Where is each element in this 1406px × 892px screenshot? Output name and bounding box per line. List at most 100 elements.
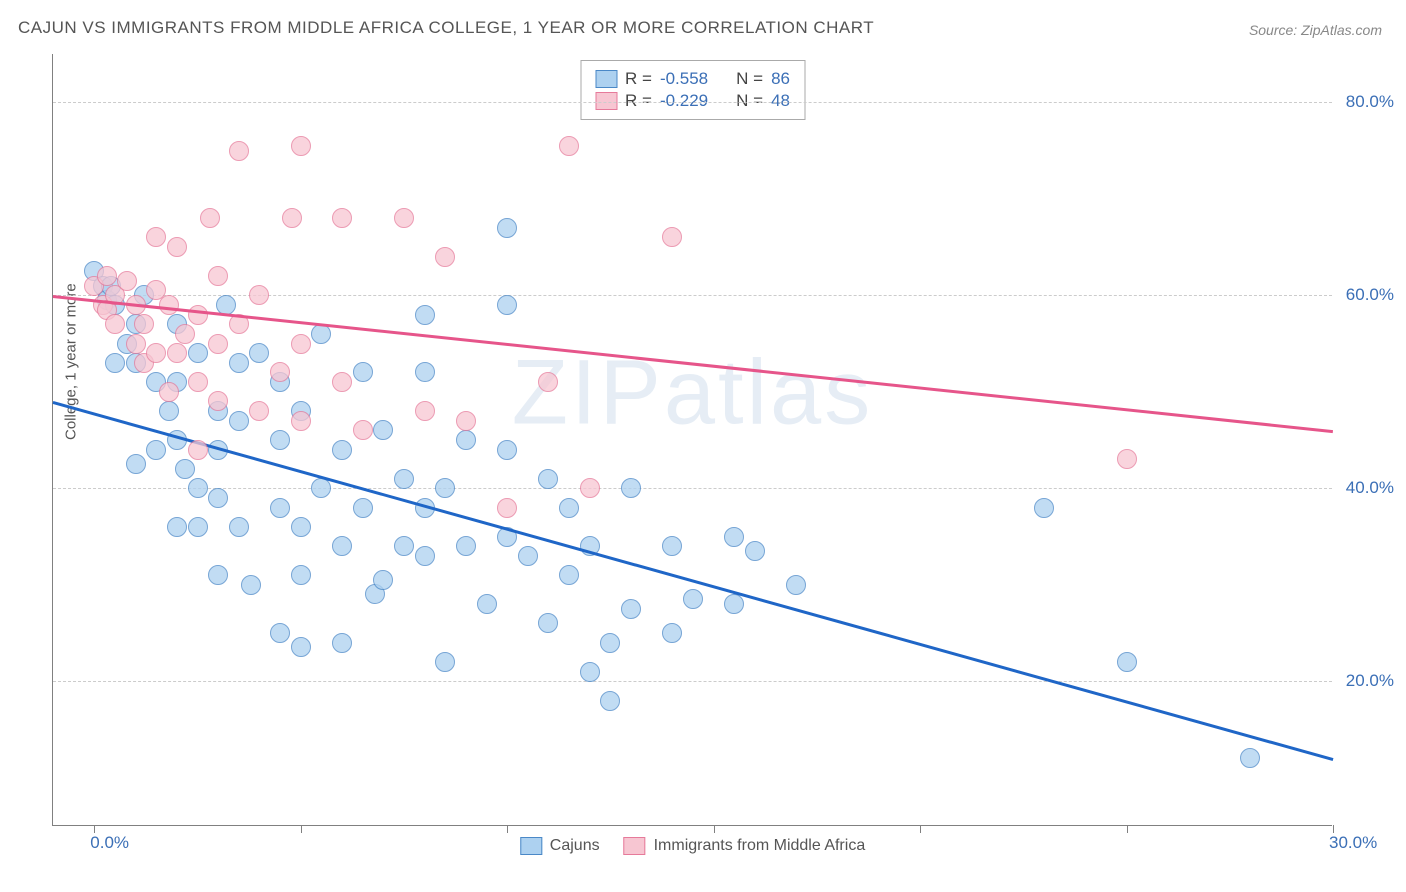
data-point [538,372,558,392]
legend-item: Cajuns [520,837,600,855]
data-point [394,208,414,228]
y-axis-label: College, 1 year or more [63,283,80,440]
gridline [53,295,1332,296]
data-point [249,285,269,305]
data-point [208,266,228,286]
data-point [415,546,435,566]
data-point [332,633,352,653]
data-point [415,362,435,382]
data-point [1117,449,1137,469]
data-point [229,353,249,373]
data-point [229,517,249,537]
data-point [208,488,228,508]
data-point [175,324,195,344]
data-point [353,498,373,518]
gridline [53,102,1332,103]
data-point [1240,748,1260,768]
source-label: Source: ZipAtlas.com [1249,22,1382,38]
legend-swatch [595,70,617,88]
data-point [435,247,455,267]
plot-area: ZIPatlas College, 1 year or more R = -0.5… [52,54,1332,826]
n-label: N = [736,69,763,89]
data-point [270,623,290,643]
data-point [332,208,352,228]
data-point [159,295,179,315]
data-point [146,227,166,247]
data-point [188,478,208,498]
data-point [415,305,435,325]
data-point [394,536,414,556]
data-point [270,498,290,518]
data-point [1034,498,1054,518]
data-point [126,334,146,354]
data-point [353,362,373,382]
data-point [167,343,187,363]
legend-swatch [595,92,617,110]
x-tick [507,825,508,833]
legend-swatch [520,837,542,855]
data-point [126,454,146,474]
legend-row: R =-0.558N =86 [595,69,790,89]
data-point [188,343,208,363]
r-value: -0.558 [660,69,708,89]
y-tick-label: 60.0% [1346,285,1394,305]
data-point [291,334,311,354]
data-point [208,565,228,585]
data-point [105,314,125,334]
legend-series: Cajuns Immigrants from Middle Africa [520,837,865,855]
data-point [559,498,579,518]
data-point [456,430,476,450]
r-label: R = [625,91,652,111]
data-point [394,469,414,489]
data-point [249,401,269,421]
data-point [146,343,166,363]
data-point [175,459,195,479]
data-point [291,565,311,585]
data-point [291,136,311,156]
x-tick-label: 30.0% [1329,833,1377,853]
data-point [435,652,455,672]
data-point [159,401,179,421]
data-point [373,570,393,590]
data-point [282,208,302,228]
gridline [53,681,1332,682]
data-point [373,420,393,440]
data-point [229,411,249,431]
data-point [167,517,187,537]
data-point [167,237,187,257]
data-point [456,411,476,431]
data-point [456,536,476,556]
data-point [683,589,703,609]
x-tick [1333,825,1334,833]
data-point [538,469,558,489]
x-tick [714,825,715,833]
data-point [786,575,806,595]
watermark: ZIPatlas [512,341,873,446]
r-value: -0.229 [660,91,708,111]
data-point [249,343,269,363]
data-point [497,218,517,238]
data-point [580,478,600,498]
legend-swatch [624,837,646,855]
data-point [600,633,620,653]
legend-item: Immigrants from Middle Africa [624,837,866,855]
data-point [621,478,641,498]
data-point [291,517,311,537]
data-point [497,295,517,315]
chart-title: CAJUN VS IMMIGRANTS FROM MIDDLE AFRICA C… [18,18,874,38]
data-point [662,623,682,643]
data-point [497,498,517,518]
data-point [188,517,208,537]
data-point [662,536,682,556]
data-point [105,353,125,373]
data-point [208,391,228,411]
data-point [621,599,641,619]
gridline [53,488,1332,489]
y-tick-label: 40.0% [1346,478,1394,498]
data-point [559,565,579,585]
data-point [200,208,220,228]
data-point [291,637,311,657]
data-point [146,440,166,460]
data-point [724,594,744,614]
r-label: R = [625,69,652,89]
